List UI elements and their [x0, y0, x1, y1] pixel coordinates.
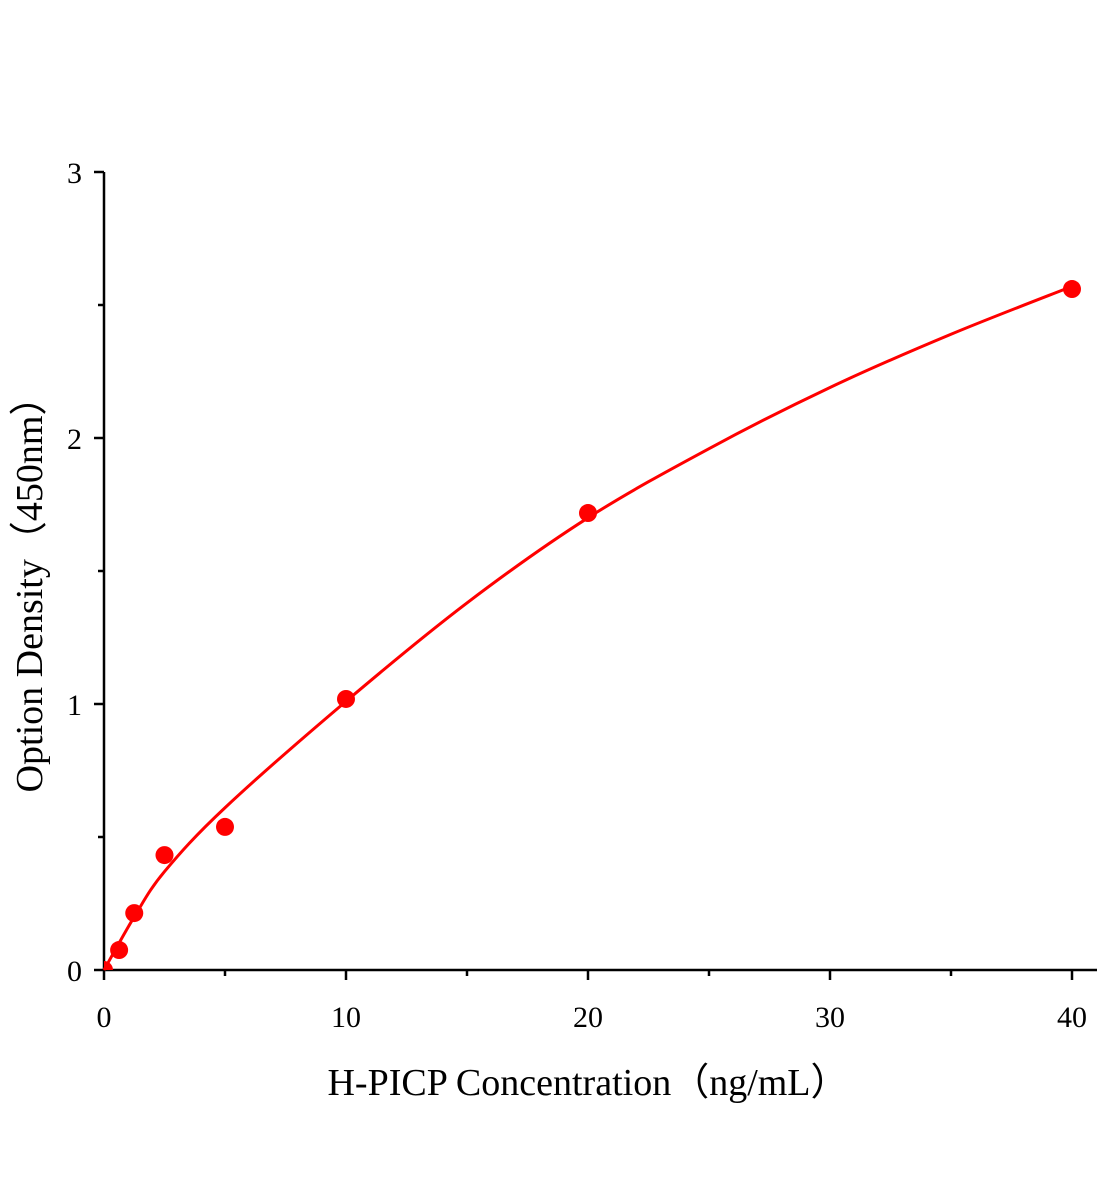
- x-tick-label: 10: [331, 1001, 361, 1034]
- x-axis-label: H-PICP Concentration（ng/mL）: [327, 1062, 848, 1104]
- y-tick-label: 0: [67, 955, 82, 988]
- y-axis-label: Option Density（450nm）: [9, 378, 51, 793]
- data-point: [155, 846, 174, 865]
- data-point: [125, 904, 144, 923]
- fit-curve-layer: [102, 284, 1073, 971]
- data-points-layer: [104, 280, 1081, 970]
- x-tick-label: 0: [97, 1001, 112, 1034]
- x-tick-label: 20: [573, 1001, 603, 1034]
- data-point: [216, 817, 234, 836]
- y-tick-label: 1: [67, 689, 82, 722]
- axes: 0 10 20 30 40 0 1 2 3: [67, 157, 1097, 1034]
- data-point: [1063, 280, 1081, 299]
- data-point: [579, 504, 597, 523]
- data-point: [104, 961, 113, 970]
- x-tick-label: 40: [1057, 1001, 1087, 1034]
- data-point: [110, 941, 129, 960]
- y-tick-label: 2: [67, 423, 82, 456]
- fit-curve: [102, 284, 1073, 971]
- data-point: [337, 689, 355, 708]
- x-tick-label: 30: [815, 1001, 845, 1034]
- y-tick-label: 3: [67, 157, 82, 190]
